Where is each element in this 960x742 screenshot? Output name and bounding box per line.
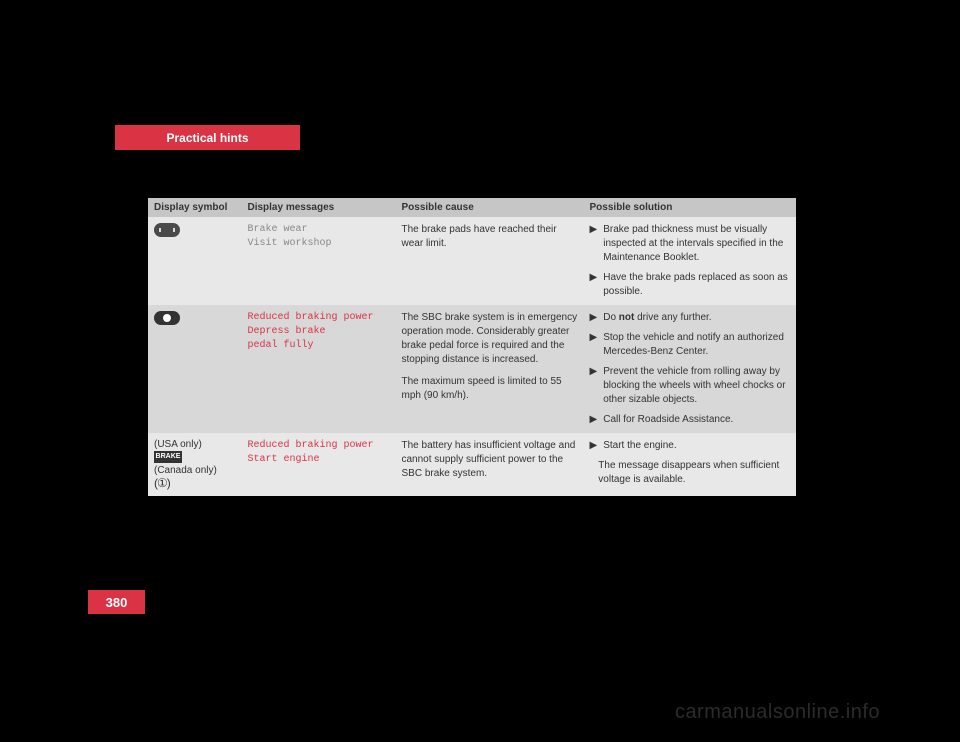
solution-item: ▶Start the engine. [590,439,790,453]
header-symbol: Display symbol [148,198,241,217]
message-cell: Reduced braking powerStart engine [241,433,395,496]
symbol-cell [148,217,241,305]
symbol-cell: (USA only)BRAKE (Canada only)(①) [148,433,241,496]
page-number: 380 [88,590,145,614]
header-cause: Possible cause [396,198,584,217]
solution-item: ▶Stop the vehicle and notify an authoriz… [590,331,790,359]
bullet-icon: ▶ [590,311,598,325]
messages-table-container: Display symbol Display messages Possible… [148,198,796,496]
solution-cell: ▶Start the engine. The message disappear… [584,433,796,496]
watermark: carmanualsonline.info [675,701,880,724]
solution-cell: ▶Brake pad thickness must be visually in… [584,217,796,305]
solution-cell: ▶Do not drive any further. ▶Stop the vehi… [584,305,796,433]
solution-item: ▶Have the brake pads replaced as soon as… [590,271,790,299]
bullet-icon: ▶ [590,365,598,379]
brake-box-icon: BRAKE [154,451,182,463]
cause-cell: The battery has insufficient voltage and… [396,433,584,496]
header-messages: Display messages [241,198,395,217]
solution-item: ▶Do not drive any further. [590,311,790,325]
symbol-cell [148,305,241,433]
bullet-icon: ▶ [590,271,598,285]
table-row: (USA only)BRAKE (Canada only)(①) Reduced b… [148,433,796,496]
bullet-icon: ▶ [590,331,598,345]
chapter-tab: Practical hints [115,125,300,150]
solution-item: ▶Call for Roadside Assistance. [590,413,790,427]
solution-item: ▶Prevent the vehicle from rolling away b… [590,365,790,407]
message-cell: Reduced braking powerDepress brakepedal … [241,305,395,433]
solution-item: ▶Brake pad thickness must be visually in… [590,223,790,265]
table-row: Reduced braking powerDepress brakepedal … [148,305,796,433]
brake-parens-icon: (①) [154,476,170,490]
bullet-icon: ▶ [590,223,598,237]
bullet-icon: ▶ [590,439,598,453]
table-row: Brake wearVisit workshopThe brake pads h… [148,217,796,305]
cause-cell: The brake pads have reached their wear l… [396,217,584,305]
solution-trailing: The message disappears when sufficient v… [590,459,790,487]
canada-label: (Canada only) [154,465,235,476]
header-solution: Possible solution [584,198,796,217]
bullet-icon: ▶ [590,413,598,427]
messages-table: Display symbol Display messages Possible… [148,198,796,496]
brake-wear-icon [154,223,180,237]
usa-label: (USA only) [154,439,235,450]
cause-cell: The SBC brake system is in emergency ope… [396,305,584,433]
message-cell: Brake wearVisit workshop [241,217,395,305]
brake-warning-icon [154,311,180,325]
